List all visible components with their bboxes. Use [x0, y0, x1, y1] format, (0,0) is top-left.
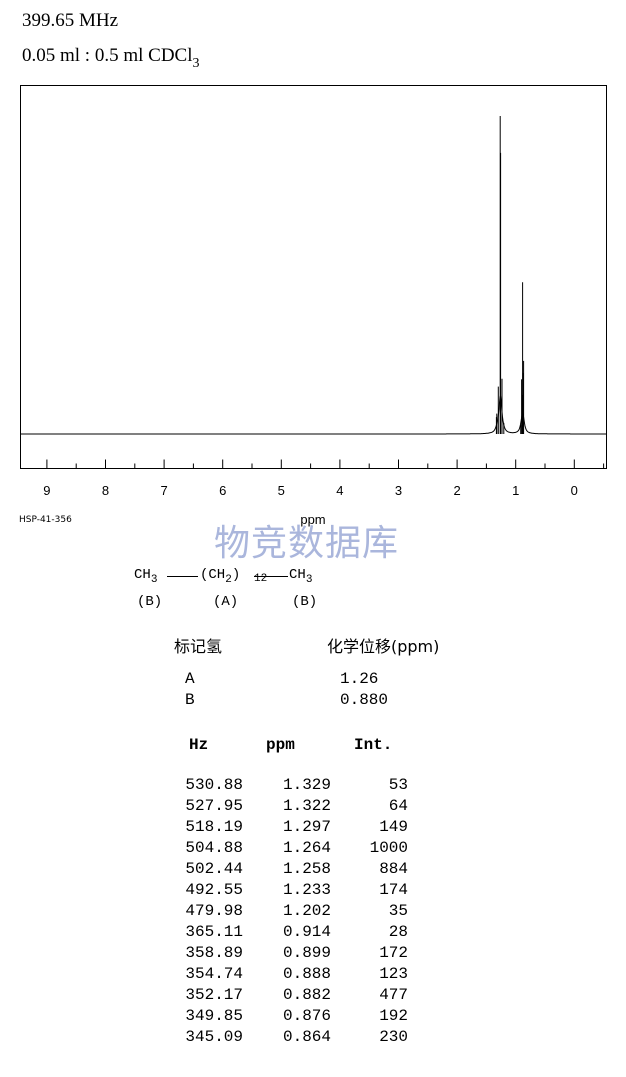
x-tick-label: 6: [219, 483, 226, 498]
peak-header-hz: Hz: [189, 736, 209, 754]
table-row: 504.88 1.264 1000: [0, 839, 626, 860]
ch3-right-group: CH3: [289, 567, 312, 586]
solvent-subscript: 3: [192, 56, 200, 71]
x-tick-label: 3: [395, 483, 402, 498]
peak-header-int: Int.: [354, 736, 393, 754]
peak-hz-cell: 530.88: [185, 776, 243, 794]
table-row: 530.88 1.329 53: [0, 776, 626, 797]
assignment-label-b: B: [185, 691, 195, 709]
peak-hz-cell: 527.95: [185, 797, 243, 815]
table-row: 492.55 1.233 174: [0, 881, 626, 902]
ch2-open: (CH: [200, 567, 226, 583]
table-row: 527.95 1.322 64: [0, 797, 626, 818]
peak-int-cell: 149: [379, 818, 408, 836]
assignment-header-shift: 化学位移(ppm): [327, 637, 440, 656]
label-b-right: (B): [292, 594, 318, 610]
peak-header-ppm: ppm: [266, 736, 295, 754]
table-row: 479.98 1.202 35: [0, 902, 626, 923]
ch2-count: 12: [254, 573, 268, 585]
assignment-shift-b: 0.880: [340, 691, 389, 709]
ch2-close: ): [231, 567, 241, 583]
peak-hz-cell: 349.85: [185, 1007, 243, 1025]
peak-ppm-cell: 0.888: [282, 965, 331, 983]
x-tick-label: 7: [160, 483, 167, 498]
label-b-left: (B): [137, 594, 163, 610]
assignment-header-label: 标记氢: [174, 637, 223, 656]
spectrum-baseline: [20, 395, 607, 435]
assignment-shift-a: 1.26: [340, 670, 379, 688]
table-row: 345.09 0.864 230: [0, 1028, 626, 1049]
table-row: 518.19 1.297 149: [0, 818, 626, 839]
peak-ppm-cell: 1.297: [282, 818, 331, 836]
peak-int-cell: 172: [379, 944, 408, 962]
peak-ppm-cell: 1.322: [282, 797, 331, 815]
peak-hz-cell: 518.19: [185, 818, 243, 836]
peak-ppm-cell: 1.264: [282, 839, 331, 857]
x-tick-label: 9: [43, 483, 50, 498]
peak-hz-cell: 502.44: [185, 860, 243, 878]
ch3-right: CH: [289, 567, 306, 583]
table-row: 502.44 1.258 884: [0, 860, 626, 881]
assignment-label-a: A: [185, 670, 195, 688]
peak-int-cell: 28: [388, 923, 408, 941]
peak-int-cell: 53: [388, 776, 408, 794]
table-row: 358.89 0.899 172: [0, 944, 626, 965]
label-a: (A): [213, 594, 239, 610]
ch2-sub: 2: [225, 573, 232, 586]
x-tick-label: 4: [336, 483, 343, 498]
x-tick-label: 0: [571, 483, 578, 498]
plot-frame: [20, 85, 607, 469]
peak-int-cell: 477: [379, 986, 408, 1004]
peak-int-cell: 884: [379, 860, 408, 878]
peak-int-cell: 1000: [369, 839, 408, 857]
table-row: 349.85 0.876 192: [0, 1007, 626, 1028]
watermark: 物竞数据库: [214, 523, 400, 564]
spectrum-code: HSP-41-356: [19, 515, 72, 525]
peak-ppm-cell: 1.258: [282, 860, 331, 878]
x-tick-label: 8: [102, 483, 109, 498]
peak-hz-cell: 504.88: [185, 839, 243, 857]
ch3-right-sub: 3: [305, 573, 313, 586]
peak-int-cell: 230: [379, 1028, 408, 1046]
peak-hz-cell: 345.09: [185, 1028, 243, 1046]
peak-hz-cell: 492.55: [185, 881, 243, 899]
solvent-text: 0.05 ml : 0.5 ml CDCl: [22, 45, 193, 66]
table-row: 365.11 0.914 28: [0, 923, 626, 944]
peak-ppm-cell: 1.202: [282, 902, 331, 920]
peak-hz-cell: 352.17: [185, 986, 243, 1004]
peak-ppm-cell: 0.899: [282, 944, 331, 962]
peak-ppm-cell: 1.329: [282, 776, 331, 794]
spectrometer-frequency: 399.65 MHz: [22, 10, 119, 31]
nmr-spectrum-chart: 9 8 7 6 5 4 3 2 1 0 ppm: [20, 85, 607, 527]
structure-formula: CH3: [134, 567, 157, 586]
peak-hz-cell: 358.89: [185, 944, 243, 962]
peak-int-cell: 123: [379, 965, 408, 983]
peak-int-cell: 174: [379, 881, 408, 899]
x-tick-label: 2: [453, 483, 460, 498]
sample-solvent: 0.05 ml : 0.5 ml CDCl3: [22, 45, 200, 72]
peak-ppm-cell: 0.864: [282, 1028, 331, 1046]
x-tick-label: 5: [278, 483, 285, 498]
x-axis-label: ppm: [300, 512, 325, 527]
peak-int-cell: 64: [388, 797, 408, 815]
ch2-group: (CH2): [200, 567, 240, 586]
peak-hz-cell: 365.11: [185, 923, 243, 941]
peak-hz-cell: 354.74: [185, 965, 243, 983]
x-tick-label: 1: [512, 483, 519, 498]
peak-int-cell: 35: [388, 902, 408, 920]
table-row: 352.17 0.882 477: [0, 986, 626, 1007]
peak-ppm-cell: 1.233: [282, 881, 331, 899]
peak-hz-cell: 479.98: [185, 902, 243, 920]
peak-ppm-cell: 0.914: [282, 923, 331, 941]
bond-line-right: [254, 576, 288, 577]
peak-ppm-cell: 0.876: [282, 1007, 331, 1025]
peak-int-cell: 192: [379, 1007, 408, 1025]
ch3-left: CH: [134, 567, 151, 583]
peak-ppm-cell: 0.882: [282, 986, 331, 1004]
ch3-left-sub: 3: [150, 573, 158, 586]
table-row: 354.74 0.888 123: [0, 965, 626, 986]
bond-line-left: [167, 576, 198, 577]
